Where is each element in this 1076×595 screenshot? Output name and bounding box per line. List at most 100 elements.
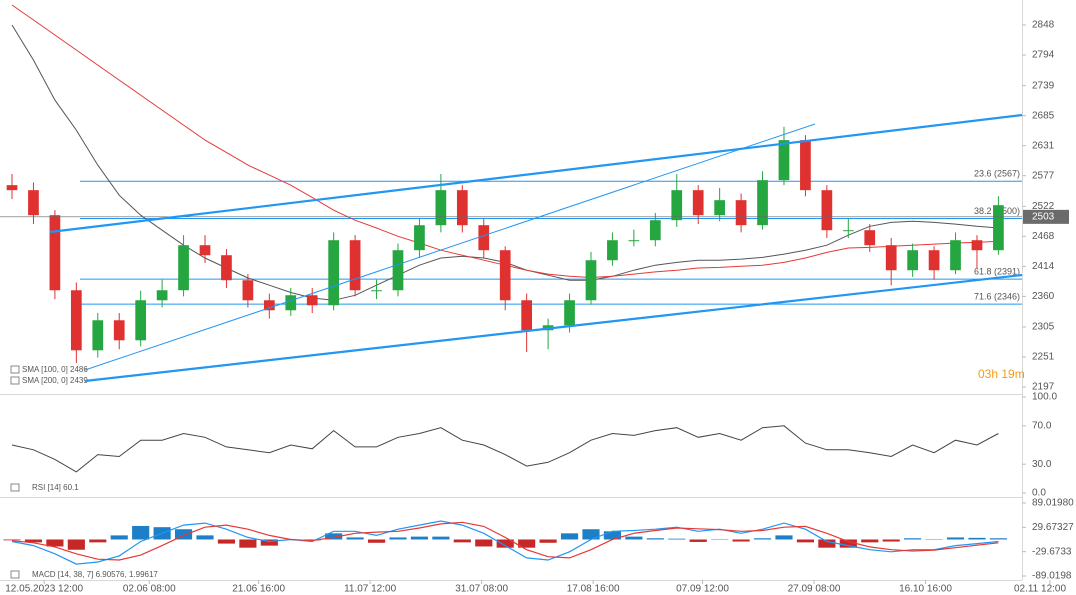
histogram-bar <box>239 539 257 548</box>
fib-label: 23.6 (2567) <box>974 169 1020 179</box>
candle-body <box>628 240 640 242</box>
legend-entry: MACD [14, 38, 7] 6.90576, 1.99617 <box>32 570 158 579</box>
x-tick-label: 31.07 08:00 <box>455 584 508 595</box>
fib-label: 71.6 (2346) <box>974 292 1020 302</box>
y-tick-label: 30.0 <box>1032 459 1052 470</box>
candle-body <box>349 240 361 291</box>
histogram-bar <box>46 539 64 547</box>
candle-body <box>585 260 597 301</box>
candle-body <box>221 255 232 281</box>
histogram-bar <box>839 539 857 548</box>
y-tick-label: 2305 <box>1032 322 1055 333</box>
y-tick-label: 2414 <box>1032 261 1055 272</box>
trend-lines <box>49 113 1023 383</box>
candle-body <box>199 245 211 256</box>
candle-body <box>49 215 61 291</box>
legend-icon <box>10 365 20 374</box>
candle-body <box>993 205 1004 251</box>
histogram-bar <box>946 537 965 540</box>
candle-body <box>649 220 661 241</box>
y-tick-label: 0.0 <box>1032 488 1046 499</box>
legend-icon <box>10 570 20 579</box>
candle-body <box>499 250 511 301</box>
legend-entry: SMA [100, 0] 2486 <box>22 365 88 374</box>
histogram-bar <box>496 539 514 548</box>
y-tick-label: 89.01980 <box>1032 498 1074 509</box>
y-tick-label: 2631 <box>1032 140 1055 151</box>
histogram-bar <box>196 535 214 540</box>
candle-body <box>842 230 854 232</box>
candle-body <box>928 250 940 271</box>
histogram-bar <box>367 539 386 543</box>
candle-body <box>521 300 533 331</box>
candle-body <box>92 320 104 351</box>
histogram-bar <box>174 529 193 540</box>
legend-entry: SMA [200, 0] 2439 <box>22 376 88 385</box>
histogram-bar <box>518 539 536 548</box>
histogram-bar <box>3 539 21 541</box>
macd-line <box>11 520 999 565</box>
histogram-bar <box>603 531 622 540</box>
histogram-bar <box>989 538 1007 540</box>
histogram-bar <box>796 539 814 543</box>
histogram-bar <box>775 535 793 540</box>
candle-body <box>371 290 382 292</box>
histogram-bar <box>582 529 600 540</box>
histogram-bar <box>668 538 686 540</box>
candle-body <box>285 295 297 311</box>
candle-body <box>950 240 961 271</box>
legend-icon <box>10 376 20 385</box>
y-tick-label: 100.0 <box>1032 392 1057 403</box>
signal-line <box>11 521 999 561</box>
candle-body <box>821 190 833 231</box>
candle-body <box>692 190 704 216</box>
histogram-bar <box>475 539 493 547</box>
candle-body <box>306 295 318 306</box>
candle-body <box>864 230 876 246</box>
histogram-bar <box>968 537 986 540</box>
histogram-bar <box>303 539 321 541</box>
histogram-bar <box>753 538 772 540</box>
histogram-bar <box>410 536 429 540</box>
histogram-bar <box>646 538 664 540</box>
y-tick-label: 29.67327 <box>1032 522 1074 533</box>
histogram-bar <box>453 539 471 543</box>
candle-body <box>735 200 747 226</box>
histogram-bar <box>217 539 236 544</box>
x-tick-label: 02.11 12:00 <box>1014 584 1067 595</box>
rsi-line <box>11 425 999 473</box>
candle-body <box>714 200 726 216</box>
histogram-bar <box>861 539 879 543</box>
x-tick-label: 17.08 16:00 <box>567 584 620 595</box>
candle-body <box>478 225 490 251</box>
histogram-bar <box>539 539 557 543</box>
y-tick-label: 2251 <box>1032 352 1055 363</box>
histogram-bar <box>689 539 707 542</box>
countdown: 03h 19m <box>978 367 1025 381</box>
y-tick-label: 2522 <box>1032 201 1055 212</box>
candle-body <box>607 240 618 261</box>
y-tick-label: 70.0 <box>1032 420 1052 431</box>
x-tick-label: 02.06 08:00 <box>123 584 176 595</box>
histogram-bar <box>818 539 836 548</box>
x-tick-label: 27.09 08:00 <box>788 584 841 595</box>
last-price-label: 2503 <box>1032 211 1055 222</box>
histogram-bar <box>260 539 278 546</box>
candle-body <box>6 185 18 191</box>
histogram-bar <box>110 535 128 540</box>
histogram-bar <box>325 533 343 540</box>
candle-body <box>435 190 447 226</box>
candle-body <box>28 190 39 216</box>
legend-entry: RSI [14] 60.1 <box>32 483 79 492</box>
candle-body <box>456 190 468 226</box>
legend-icon <box>10 483 20 492</box>
histogram-bar <box>89 539 107 543</box>
histogram-bar <box>24 539 43 543</box>
y-tick-label: 2360 <box>1032 291 1055 302</box>
y-tick-label: 2197 <box>1032 382 1055 393</box>
histogram-bar <box>389 537 407 540</box>
x-tick-label: 12.05.2023 12:00 <box>5 584 83 595</box>
candle-body <box>178 245 189 291</box>
